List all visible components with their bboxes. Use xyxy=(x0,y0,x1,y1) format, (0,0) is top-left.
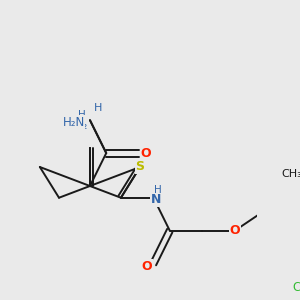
Text: H: H xyxy=(94,103,103,113)
Text: N: N xyxy=(151,193,161,206)
Text: NH₂: NH₂ xyxy=(66,119,88,132)
Text: S: S xyxy=(136,160,145,173)
Text: O: O xyxy=(141,260,152,273)
Text: O: O xyxy=(140,147,151,160)
Text: H₂N: H₂N xyxy=(63,116,85,129)
Text: O: O xyxy=(230,224,240,237)
Text: H: H xyxy=(77,110,85,120)
Text: H: H xyxy=(154,185,162,195)
Text: CH₃: CH₃ xyxy=(281,169,300,179)
Text: Cl: Cl xyxy=(292,281,300,294)
